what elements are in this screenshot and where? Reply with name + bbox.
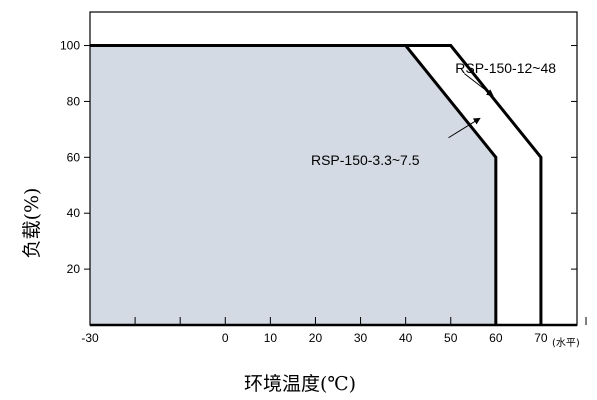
x-tick-label: 10 [264, 331, 278, 345]
x-tick-label: 60 [489, 331, 503, 345]
y-tick-label: 100 [60, 39, 80, 53]
x-tick-label: 70 [534, 331, 548, 345]
y-tick-label: 40 [67, 206, 81, 220]
series-label-1: RSP-150-3.3~7.5 [311, 152, 420, 168]
series-fill-0 [90, 45, 496, 326]
y-axis-title: 负载(%) [21, 188, 43, 259]
series-label-0: RSP-150-12~48 [455, 60, 556, 76]
annotation-arrow-0 [463, 73, 494, 97]
x-axis-title: 环境温度(℃) [244, 373, 356, 395]
x-tick-label: 30 [354, 331, 368, 345]
x-tick-label: 50 [444, 331, 458, 345]
y-tick-label: 60 [67, 150, 81, 164]
x-tick-label: 20 [309, 331, 323, 345]
x-unit-note: (水平) [552, 337, 580, 349]
x-tick-label: 40 [399, 331, 413, 345]
x-tick-label: -30 [81, 331, 99, 345]
y-tick-label: 20 [67, 262, 81, 276]
y-tick-label: 80 [67, 94, 81, 108]
annotation-arrow-1 [448, 117, 481, 139]
series-line-1 [90, 44, 543, 325]
x-tick-label: 0 [222, 331, 229, 345]
